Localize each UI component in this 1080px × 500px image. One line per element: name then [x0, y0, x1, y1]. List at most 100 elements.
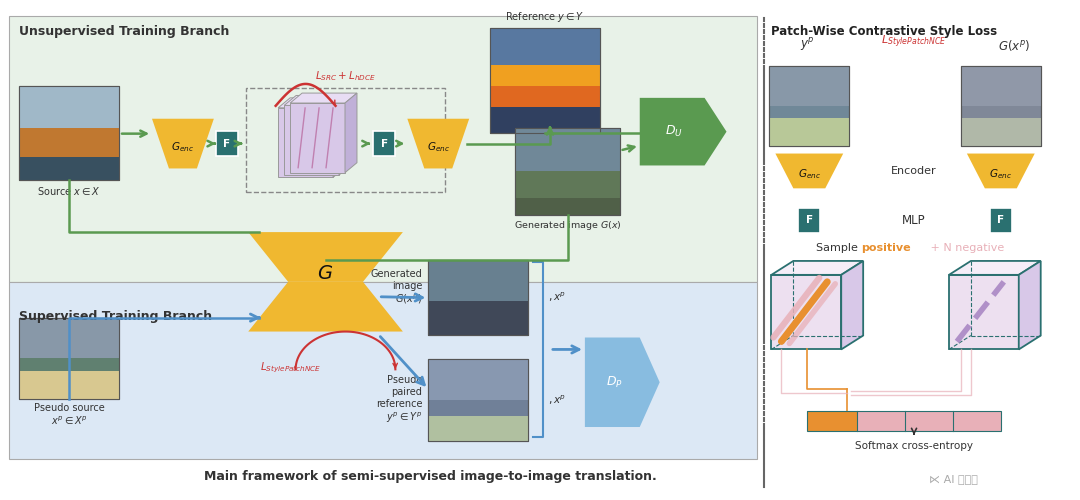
Text: $G_{enc}$: $G_{enc}$ [427, 140, 449, 154]
Bar [961, 66, 1041, 146]
Text: $\mathit{L}_{StylePatchNCE}$: $\mathit{L}_{StylePatchNCE}$ [881, 34, 947, 50]
Bar [19, 86, 119, 180]
Bar [19, 86, 119, 180]
Bar [429, 360, 528, 400]
Text: $G_{enc}$: $G_{enc}$ [172, 140, 194, 154]
Bar [10, 16, 757, 282]
Polygon shape [279, 108, 333, 178]
Text: F: F [997, 215, 1004, 225]
Polygon shape [775, 154, 843, 188]
Bar [515, 128, 620, 215]
Polygon shape [771, 275, 841, 349]
Polygon shape [1018, 261, 1041, 350]
Polygon shape [248, 282, 403, 332]
Bar [905, 411, 953, 431]
Text: Sample: Sample [815, 243, 861, 253]
Bar [19, 370, 119, 399]
Bar [490, 65, 599, 86]
Polygon shape [333, 98, 345, 178]
Bar [769, 66, 849, 146]
Text: $L_{SRC}+L_{hDCE}$: $L_{SRC}+L_{hDCE}$ [315, 69, 376, 83]
Polygon shape [407, 118, 469, 168]
Polygon shape [279, 98, 345, 108]
Bar [515, 128, 620, 215]
Bar [769, 118, 849, 146]
Bar [769, 66, 849, 106]
Bar [515, 172, 620, 198]
Polygon shape [248, 232, 403, 282]
Text: Softmax cross-entropy: Softmax cross-entropy [855, 441, 973, 451]
Bar [858, 411, 905, 431]
Text: Reference $y \in Y$: Reference $y \in Y$ [505, 10, 584, 24]
Polygon shape [949, 261, 1041, 275]
Bar [490, 84, 599, 106]
Bar [808, 411, 1001, 431]
Bar [429, 260, 528, 334]
Polygon shape [639, 98, 727, 166]
Polygon shape [967, 154, 1035, 188]
Text: $G$: $G$ [318, 264, 334, 283]
Text: + N negative: + N negative [927, 243, 1004, 253]
Polygon shape [949, 275, 1018, 349]
Bar [19, 157, 119, 180]
Bar [19, 128, 119, 157]
Text: F: F [381, 138, 388, 148]
Polygon shape [585, 338, 660, 427]
Text: F: F [224, 138, 230, 148]
Polygon shape [291, 93, 357, 103]
Bar [10, 282, 757, 459]
Bar [490, 28, 599, 132]
Polygon shape [339, 96, 351, 175]
Polygon shape [291, 103, 345, 172]
Bar [19, 86, 119, 128]
Text: $, x^p$: $, x^p$ [548, 394, 566, 407]
Text: $, x^p$: $, x^p$ [548, 290, 566, 304]
Text: Pseudo
paired
reference
$y^p \in Y^p$: Pseudo paired reference $y^p \in Y^p$ [376, 376, 422, 425]
Text: $L_{StylePatchNCE}$: $L_{StylePatchNCE}$ [260, 360, 322, 374]
Bar [216, 131, 238, 156]
Bar [961, 118, 1041, 146]
Text: Generated image $G(x)$: Generated image $G(x)$ [514, 219, 621, 232]
Text: Unsupervised Training Branch: Unsupervised Training Branch [19, 26, 230, 38]
Polygon shape [152, 118, 214, 168]
Text: $x^p \in X^p$: $x^p \in X^p$ [51, 415, 87, 428]
Text: Patch-Wise Contrastive Style Loss: Patch-Wise Contrastive Style Loss [771, 26, 998, 38]
Bar [19, 318, 119, 358]
Bar [765, 18, 1071, 486]
Text: Generated
image
$G(x^p)$: Generated image $G(x^p)$ [370, 270, 422, 306]
Bar [961, 66, 1041, 106]
Bar [429, 360, 528, 441]
Text: $D_U$: $D_U$ [665, 124, 683, 139]
Text: Source $x \in X$: Source $x \in X$ [38, 186, 102, 198]
Text: Supervised Training Branch: Supervised Training Branch [19, 310, 213, 322]
Polygon shape [284, 106, 339, 175]
Text: Main framework of semi-supervised image-to-image translation.: Main framework of semi-supervised image-… [204, 470, 657, 483]
Text: $G_{enc}$: $G_{enc}$ [798, 167, 821, 180]
Bar [953, 411, 1001, 431]
Bar [769, 66, 849, 146]
Text: positive: positive [861, 243, 910, 253]
Text: $D_P$: $D_P$ [606, 374, 623, 390]
Bar [490, 28, 599, 86]
Text: Encoder: Encoder [891, 166, 936, 176]
Text: Pseudo source: Pseudo source [33, 403, 105, 413]
Bar [429, 260, 528, 334]
Bar [19, 358, 119, 370]
Text: $G(x^p)$: $G(x^p)$ [998, 38, 1030, 53]
Text: ⋉ AI 共存派: ⋉ AI 共存派 [930, 474, 978, 484]
Bar [515, 128, 620, 172]
Bar [429, 360, 528, 441]
Bar [246, 88, 445, 192]
Bar [490, 28, 599, 132]
Bar [19, 318, 119, 399]
Bar [429, 301, 528, 334]
Bar [429, 260, 528, 301]
Bar [990, 208, 1012, 233]
Polygon shape [345, 93, 357, 172]
Text: $G_{enc}$: $G_{enc}$ [989, 167, 1012, 180]
Bar [961, 66, 1041, 146]
Text: $y^p$: $y^p$ [800, 36, 814, 53]
Polygon shape [841, 261, 863, 350]
Text: F: F [806, 215, 813, 225]
Text: MLP: MLP [902, 214, 926, 226]
